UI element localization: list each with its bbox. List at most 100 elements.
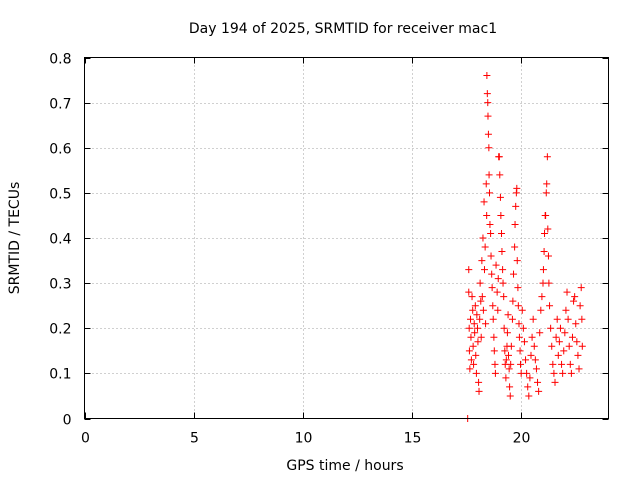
data-point	[519, 324, 527, 332]
data-point	[561, 329, 569, 337]
data-point	[542, 211, 550, 219]
data-point	[535, 387, 543, 395]
data-point	[476, 279, 484, 287]
x-axis-label: GPS time / hours	[286, 458, 403, 474]
data-point	[572, 320, 580, 328]
data-point	[479, 306, 487, 314]
data-point	[500, 293, 508, 301]
data-point	[494, 275, 502, 283]
data-point	[488, 284, 496, 292]
data-point	[508, 315, 516, 323]
data-point	[517, 360, 525, 368]
data-point	[491, 369, 499, 377]
data-point	[520, 338, 528, 346]
data-point	[570, 297, 578, 305]
data-point	[477, 333, 485, 341]
data-point	[468, 293, 476, 301]
data-point	[578, 315, 586, 323]
data-point	[472, 369, 480, 377]
data-point	[543, 180, 551, 188]
data-point	[476, 315, 484, 323]
data-point	[511, 220, 519, 228]
data-point	[559, 369, 567, 377]
data-point	[490, 347, 498, 355]
data-point	[466, 365, 474, 373]
data-point	[502, 356, 510, 364]
data-point	[548, 342, 556, 350]
data-point	[472, 351, 480, 359]
data-point	[473, 311, 481, 319]
data-point	[489, 302, 497, 310]
data-point	[485, 144, 493, 152]
data-point	[560, 347, 568, 355]
data-point	[567, 369, 575, 377]
data-point	[545, 279, 553, 287]
data-point	[498, 248, 506, 256]
chart-title: Day 194 of 2025, SRMTID for receiver mac…	[189, 21, 497, 37]
data-point	[505, 365, 513, 373]
data-point	[493, 288, 501, 296]
data-point	[503, 329, 511, 337]
data-point	[467, 315, 475, 323]
data-point	[514, 302, 522, 310]
data-point	[498, 229, 506, 237]
data-point	[475, 387, 483, 395]
data-point	[518, 306, 526, 314]
data-point	[536, 329, 544, 337]
data-point	[513, 184, 521, 192]
data-points	[464, 72, 586, 422]
data-point	[477, 297, 485, 305]
data-point	[465, 347, 473, 355]
data-point	[537, 306, 545, 314]
data-point	[527, 351, 535, 359]
data-point	[550, 369, 558, 377]
data-point	[543, 153, 551, 161]
data-point	[509, 297, 517, 305]
data-point	[571, 293, 579, 301]
x-tick-label: 0	[81, 431, 90, 447]
data-point	[482, 180, 490, 188]
data-point	[479, 234, 487, 242]
data-point	[522, 356, 530, 364]
y-tick-label: 0.5	[49, 187, 71, 203]
data-point	[573, 338, 581, 346]
y-tick-label: 0.2	[49, 322, 71, 338]
data-point	[515, 320, 523, 328]
data-point	[523, 369, 531, 377]
data-point	[512, 202, 520, 210]
data-point	[578, 342, 586, 350]
data-point	[475, 378, 483, 386]
data-point	[474, 324, 481, 332]
data-point	[470, 360, 478, 368]
data-point	[531, 356, 539, 364]
data-point	[507, 342, 515, 350]
data-point	[528, 333, 536, 341]
data-point	[530, 342, 538, 350]
data-point	[539, 266, 547, 274]
data-point	[532, 365, 540, 373]
data-point	[478, 293, 486, 301]
data-point	[471, 302, 479, 310]
data-point	[480, 198, 488, 206]
data-point	[467, 333, 475, 341]
data-point	[474, 338, 482, 346]
data-point	[483, 211, 491, 219]
y-axis-label: SRMTID / TECUs	[7, 182, 23, 295]
data-point	[499, 279, 507, 287]
data-point	[481, 243, 489, 251]
x-tick-label: 5	[190, 431, 199, 447]
data-point	[469, 306, 477, 314]
data-point	[564, 315, 572, 323]
data-point	[471, 329, 479, 337]
data-point	[484, 112, 492, 120]
data-point	[487, 252, 495, 260]
data-point	[577, 284, 585, 292]
data-point	[511, 243, 519, 251]
data-point	[467, 356, 475, 364]
data-point	[568, 333, 576, 341]
data-point	[575, 365, 583, 373]
data-point	[496, 193, 504, 201]
data-point	[506, 383, 514, 391]
y-tick-label: 0.1	[49, 367, 71, 383]
